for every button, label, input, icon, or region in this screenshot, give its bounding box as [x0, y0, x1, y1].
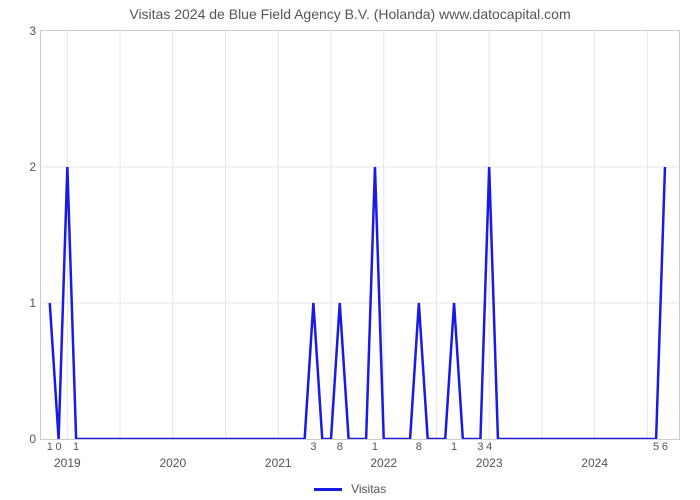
- x-year-label: 2024: [581, 456, 608, 470]
- y-tick-label: 1: [6, 296, 36, 310]
- point-label: 5: [653, 441, 659, 453]
- chart-title: Visitas 2024 de Blue Field Agency B.V. (…: [0, 6, 700, 22]
- point-label: 3: [310, 441, 316, 453]
- plot-area: [40, 30, 680, 440]
- y-tick-label: 2: [6, 160, 36, 174]
- x-year-label: 2022: [370, 456, 397, 470]
- point-label: 8: [337, 441, 343, 453]
- x-year-label: 2021: [265, 456, 292, 470]
- y-tick-label: 0: [6, 432, 36, 446]
- point-label: 3: [477, 441, 483, 453]
- y-tick-label: 3: [6, 24, 36, 38]
- x-year-label: 2020: [159, 456, 186, 470]
- point-label: 4: [486, 441, 492, 453]
- point-label: 6: [662, 441, 668, 453]
- point-label: 0: [56, 441, 62, 453]
- legend: Visitas: [0, 482, 700, 496]
- point-label: 8: [416, 441, 422, 453]
- point-label: 1: [451, 441, 457, 453]
- chart-container: Visitas 2024 de Blue Field Agency B.V. (…: [0, 0, 700, 500]
- point-label: 1: [73, 441, 79, 453]
- chart-svg: [41, 31, 679, 439]
- point-label: 1: [372, 441, 378, 453]
- x-year-label: 2023: [476, 456, 503, 470]
- point-label: 1: [47, 441, 53, 453]
- legend-swatch: [314, 488, 342, 491]
- x-year-label: 2019: [54, 456, 81, 470]
- legend-label: Visitas: [351, 482, 386, 496]
